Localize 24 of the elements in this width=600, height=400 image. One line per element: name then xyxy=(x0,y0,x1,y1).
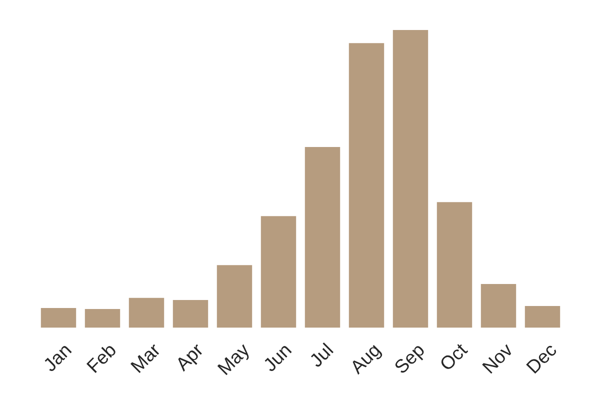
bar xyxy=(172,300,208,328)
x-tick-label: Jun xyxy=(262,342,292,372)
x-tick-label: Mar xyxy=(130,342,162,374)
x-tick-label: Jan xyxy=(42,342,72,372)
x-tick-label: Dec xyxy=(526,342,558,374)
bar xyxy=(84,308,120,328)
x-tick-label: Aug xyxy=(349,342,384,378)
bar xyxy=(348,43,384,328)
x-tick-label: Feb xyxy=(86,342,117,374)
x-tick-label: Sep xyxy=(393,342,428,377)
bar xyxy=(40,308,76,328)
x-tick-label: Apr xyxy=(174,342,207,375)
bar xyxy=(480,284,516,328)
bar xyxy=(436,202,472,328)
x-tick-label: Jul xyxy=(308,342,334,368)
x-tick-label: Nov xyxy=(482,342,514,374)
x-tick-label: May xyxy=(217,342,254,378)
bar xyxy=(216,265,252,328)
bar xyxy=(524,306,560,328)
bar xyxy=(392,30,428,328)
bar xyxy=(304,146,340,328)
bar xyxy=(128,298,164,328)
bar xyxy=(260,216,296,328)
x-tick-label: Oct xyxy=(438,342,468,372)
